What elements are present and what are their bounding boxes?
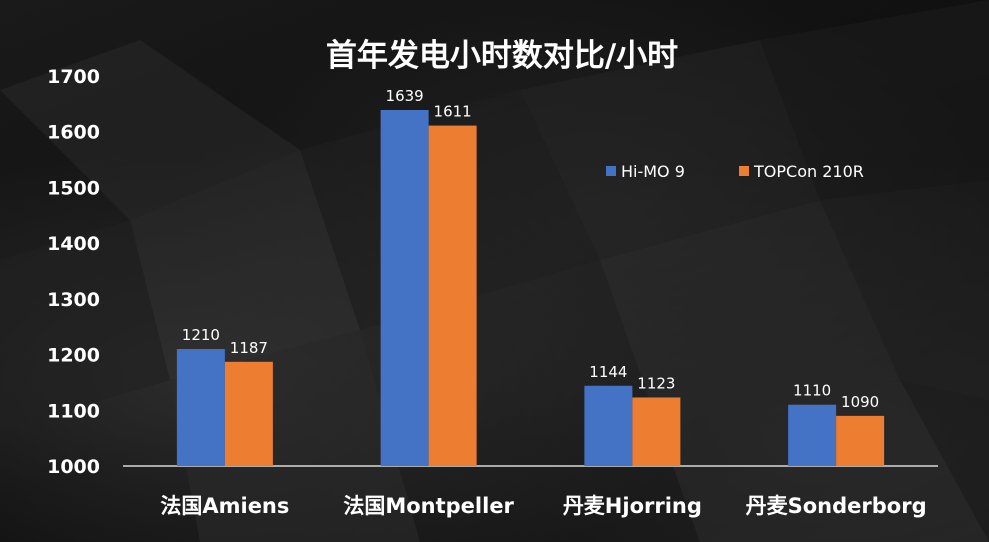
x-category-label: 法国Montpeller [343, 494, 514, 518]
bar-topcon210r [224, 361, 273, 466]
data-label: 1090 [841, 393, 879, 411]
x-category-label: 丹麦Hjorring [563, 494, 702, 518]
data-label: 1611 [434, 103, 472, 121]
bar-himo9 [788, 404, 837, 466]
data-label: 1210 [182, 326, 220, 344]
y-tick-label: 1100 [47, 400, 100, 422]
data-label: 1110 [793, 382, 831, 400]
data-label: 1123 [637, 374, 675, 392]
y-tick-label: 1500 [47, 177, 100, 199]
data-label: 1187 [230, 339, 268, 357]
y-tick-label: 1200 [47, 345, 100, 367]
bar-himo9 [584, 385, 633, 466]
bar-topcon210r [836, 415, 885, 466]
y-tick-label: 1700 [47, 66, 100, 88]
y-tick-label: 1600 [47, 122, 100, 144]
y-tick-label: 1400 [47, 233, 100, 255]
x-category-label: 丹麦Sonderborg [746, 494, 927, 518]
x-category-label: 法国Amiens [160, 494, 289, 518]
chart-title: 首年发电小时数对比/小时 [326, 38, 678, 74]
data-label: 1639 [386, 87, 424, 105]
bar-topcon210r [632, 397, 681, 466]
bar-himo9 [380, 109, 429, 466]
bar-topcon210r [428, 125, 477, 466]
legend-swatch [606, 166, 616, 176]
legend-swatch [739, 166, 749, 176]
legend-entry: TOPCon 210R [753, 162, 864, 181]
bar-himo9 [176, 349, 225, 466]
legend-entry: Hi-MO 9 [621, 162, 685, 181]
y-tick-label: 1000 [47, 456, 100, 478]
data-label: 1144 [589, 363, 627, 381]
y-tick-label: 1300 [47, 289, 100, 311]
